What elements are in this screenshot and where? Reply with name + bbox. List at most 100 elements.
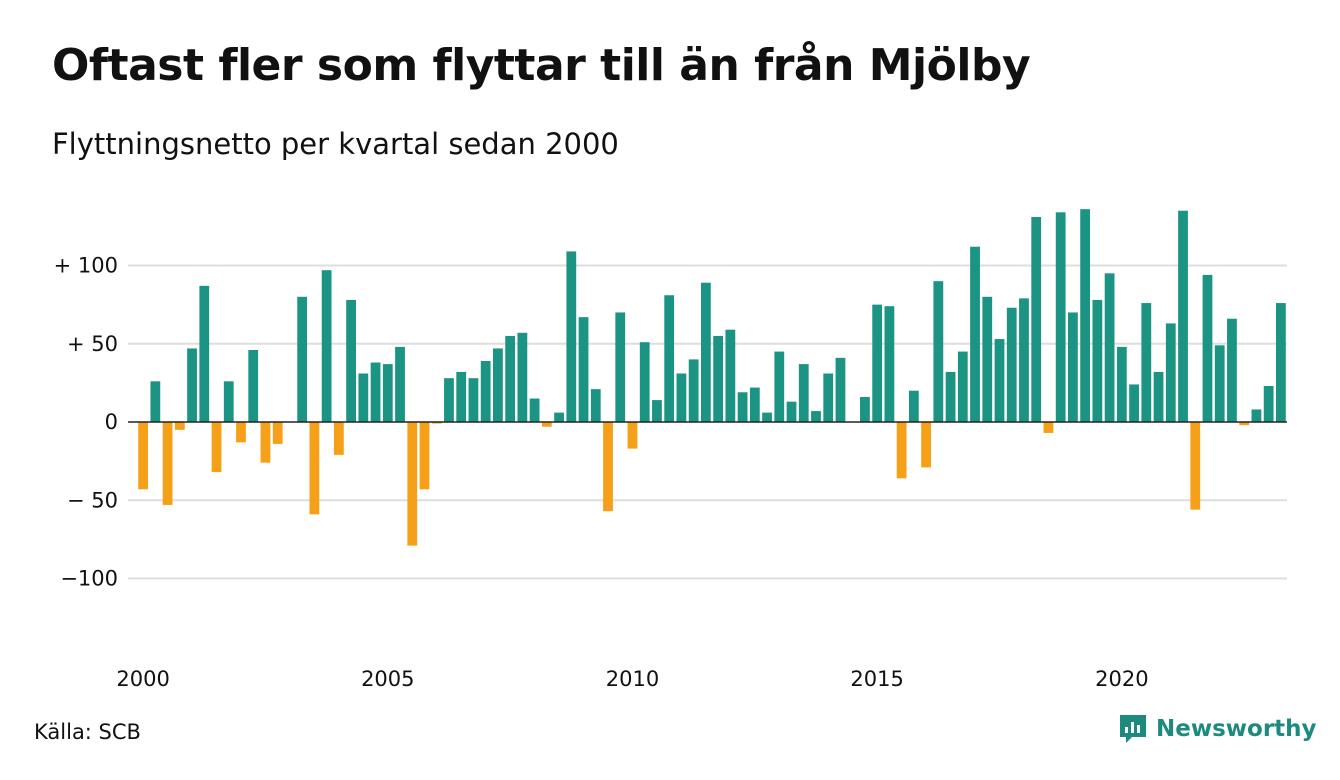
bar-negative xyxy=(1043,422,1054,433)
y-tick-label: −100 xyxy=(60,567,118,591)
bar-negative xyxy=(333,422,344,455)
bar-positive xyxy=(811,411,821,423)
bar-negative xyxy=(419,422,430,490)
y-tick-label: − 50 xyxy=(67,488,118,512)
x-axis-ticks: 2000 2005 2010 2015 2020 xyxy=(116,667,1148,691)
bar-positive xyxy=(957,351,968,422)
bar-positive xyxy=(297,296,308,422)
bar-positive xyxy=(1129,384,1139,422)
bar-positive xyxy=(1031,216,1042,422)
x-tick-label: 2000 xyxy=(116,667,169,691)
bar-positive xyxy=(566,251,577,422)
bar-positive xyxy=(688,359,699,422)
bar-positive xyxy=(982,296,993,422)
bar-positive xyxy=(860,396,870,422)
newsworthy-logo-icon xyxy=(1120,715,1146,743)
bar-positive xyxy=(444,378,454,422)
bar-positive xyxy=(346,299,356,422)
bar-negative xyxy=(921,422,931,468)
bar-negative xyxy=(1239,422,1250,426)
bar-negative xyxy=(431,422,442,424)
bar-positive xyxy=(223,381,234,422)
bar-positive xyxy=(321,270,332,422)
bars xyxy=(138,209,1286,546)
bar-positive xyxy=(1116,346,1127,422)
bar-positive xyxy=(395,346,405,422)
x-tick-label: 2010 xyxy=(606,667,659,691)
bar-positive xyxy=(700,282,711,422)
bar-positive xyxy=(590,389,601,422)
bar-negative xyxy=(236,422,246,443)
bar-positive xyxy=(970,246,980,422)
bar-positive xyxy=(725,329,736,422)
bar-positive xyxy=(749,387,760,422)
bar-positive xyxy=(762,412,772,422)
chart-subtitle: Flyttningsnetto per kvartal sedan 2000 xyxy=(52,127,619,161)
bar-negative xyxy=(407,422,418,546)
bar-positive xyxy=(1214,345,1225,422)
bar-negative xyxy=(211,422,222,473)
bar-negative xyxy=(174,422,185,430)
bar-negative xyxy=(260,422,271,463)
bar-positive xyxy=(468,378,479,422)
bar-positive xyxy=(187,348,197,422)
bar-positive xyxy=(370,362,381,422)
bar-positive xyxy=(994,339,1005,422)
bar-positive xyxy=(382,364,393,423)
x-tick-label: 2015 xyxy=(850,667,903,691)
bar-positive xyxy=(578,317,589,422)
bar-positive xyxy=(835,357,846,422)
bar-positive xyxy=(1068,312,1078,422)
bar-positive xyxy=(1202,274,1213,422)
bar-positive xyxy=(908,390,919,422)
bar-negative xyxy=(309,422,320,515)
bar-negative xyxy=(138,422,149,490)
bar-negative xyxy=(896,422,907,479)
source-note: Källa: SCB xyxy=(34,720,141,744)
bar-positive xyxy=(1019,298,1029,422)
bar-positive xyxy=(1275,303,1286,422)
y-axis-ticks: + 100 + 50 0 − 50 −100 xyxy=(54,254,118,591)
newsworthy-brand: Newsworthy xyxy=(1118,713,1317,745)
bar-positive xyxy=(456,371,467,422)
y-tick-label: + 100 xyxy=(54,254,118,278)
bar-positive xyxy=(798,364,809,423)
y-tick-label: 0 xyxy=(105,410,118,434)
bar-positive xyxy=(505,335,516,423)
bar-positive xyxy=(786,401,797,422)
bar-positive xyxy=(823,373,834,423)
bar-positive xyxy=(554,412,564,422)
bar-positive xyxy=(1055,212,1066,422)
brand-name: Newsworthy xyxy=(1156,716,1317,742)
bar-negative xyxy=(162,422,173,505)
bar-negative xyxy=(541,422,552,427)
bar-positive xyxy=(1006,307,1017,422)
bar-positive xyxy=(615,312,626,422)
bar-positive xyxy=(480,360,491,422)
bar-positive xyxy=(1178,210,1188,422)
bar-negative xyxy=(627,422,638,449)
bar-positive xyxy=(676,373,687,423)
bar-positive xyxy=(248,350,259,422)
bar-positive xyxy=(737,392,748,422)
bar-negative xyxy=(272,422,283,444)
bar-positive xyxy=(1092,299,1103,422)
bar-positive xyxy=(933,281,944,422)
bar-positive xyxy=(639,342,650,422)
bar-negative xyxy=(1190,422,1201,510)
bar-positive xyxy=(713,335,724,423)
bar-positive xyxy=(529,398,540,422)
bar-positive xyxy=(150,381,161,422)
chart-title: Oftast fler som flyttar till än från Mjö… xyxy=(52,40,1031,91)
x-tick-label: 2020 xyxy=(1095,667,1148,691)
bar-positive xyxy=(1080,209,1091,422)
bar-positive xyxy=(1251,409,1262,422)
x-tick-label: 2005 xyxy=(361,667,414,691)
bar-positive xyxy=(664,295,675,423)
bar-positive xyxy=(1165,323,1176,422)
bar-positive xyxy=(517,332,528,422)
bar-positive xyxy=(1263,386,1274,422)
bar-positive xyxy=(1153,371,1164,422)
bar-positive xyxy=(358,373,369,423)
